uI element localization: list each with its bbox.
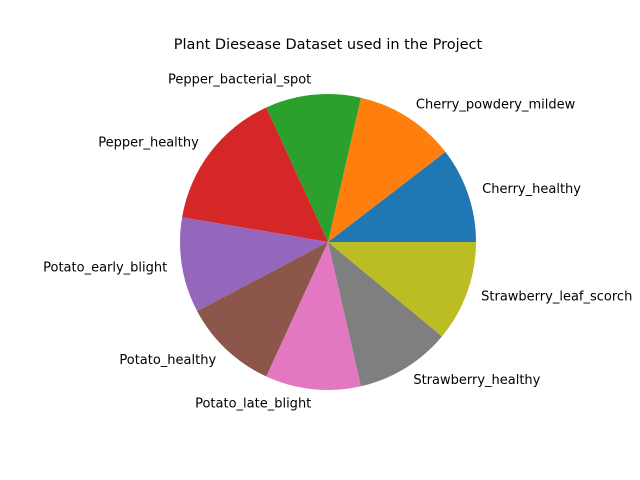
pie-slice-cherry-powdery-mildew xyxy=(328,97,446,243)
chart-title: Plant Diesease Dataset used in the Proje… xyxy=(174,37,483,53)
slice-label-potato-healthy: Potato_healthy xyxy=(119,353,216,368)
slice-label-pepper-healthy: Pepper_healthy xyxy=(98,135,199,150)
pie-slice-pepper-healthy xyxy=(182,107,328,242)
slice-labels: Cherry_healthy Cherry_powdery_mildew Peppe… xyxy=(43,73,632,412)
slice-label-cherry-powdery-mildew: Cherry_powdery_mildew xyxy=(416,97,576,112)
pie-slice-pepper-bacterial-spot xyxy=(266,94,361,242)
slice-label-cherry-healthy: Cherry_healthy xyxy=(482,182,581,197)
pie-slice-potato-late-blight xyxy=(266,242,361,390)
pie-slice-cherry-healthy xyxy=(328,151,476,242)
pie-slice-strawberry-healthy xyxy=(328,242,442,387)
slice-label-pepper-bacterial-spot: Pepper_bacterial_spot xyxy=(168,73,311,88)
slice-label-strawberry-leaf-scorch: Strawberry_leaf_scorch xyxy=(481,290,632,305)
pie-slices xyxy=(180,94,476,390)
pie-slice-potato-early-blight xyxy=(180,217,328,312)
slice-label-potato-early-blight: Potato_early_blight xyxy=(43,260,167,275)
slice-label-potato-late-blight: Potato_late_blight xyxy=(195,396,311,411)
pie-slice-strawberry-leaf-scorch xyxy=(328,242,476,337)
slice-label-strawberry-healthy: Strawberry_healthy xyxy=(413,373,540,388)
pie-slice-potato-healthy xyxy=(197,242,328,377)
